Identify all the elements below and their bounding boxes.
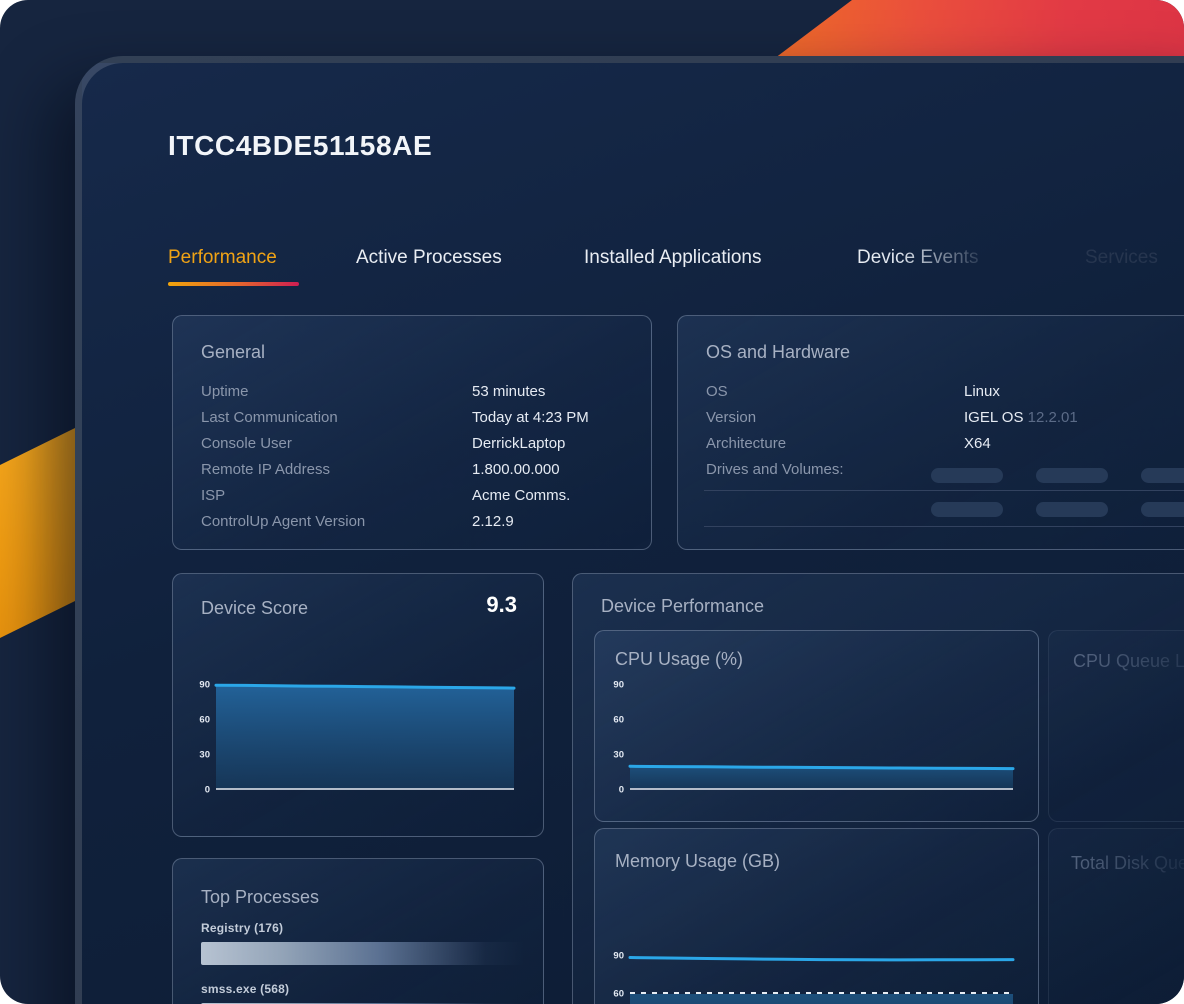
row-console-user: Console User DerrickLaptop <box>201 434 566 452</box>
svg-text:60: 60 <box>613 715 624 726</box>
device-score-value: 9.3 <box>486 592 517 617</box>
version-dim-suffix: 12.2.01 <box>1027 408 1078 426</box>
svg-text:90: 90 <box>199 680 210 691</box>
svg-text:30: 30 <box>199 750 210 761</box>
left-accent-shape <box>0 428 75 638</box>
os-hardware-card: OS and Hardware OS Linux Version IGEL OS… <box>677 315 1184 550</box>
general-rows: Uptime 53 minutes Last Communication Tod… <box>201 378 631 534</box>
tab-installed-applications[interactable]: Installed Applications <box>584 247 762 268</box>
svg-text:0: 0 <box>619 785 624 796</box>
process-label: smss.exe (568) <box>201 982 290 996</box>
cpu-queue-card: CPU Queue Length <box>1048 630 1184 822</box>
main-panel <box>75 56 1184 1004</box>
page-title: ITCC4BDE51158AE <box>168 130 433 161</box>
top-processes-card: Top Processes Registry (176) smss.exe (5… <box>172 858 544 1004</box>
svg-text:60: 60 <box>613 989 624 1000</box>
cpu-usage-title: CPU Usage (%) <box>615 649 744 669</box>
memory-usage-chart: 90 60 <box>613 951 1015 1004</box>
os-hardware-card-title: OS and Hardware <box>706 342 851 362</box>
row-last-communication: Last Communication Today at 4:23 PM <box>201 408 589 426</box>
row-uptime: Uptime 53 minutes <box>201 382 546 400</box>
svg-text:30: 30 <box>613 750 624 761</box>
memory-usage-card: Memory Usage (GB) <box>594 828 1039 1004</box>
process-bar <box>201 942 524 965</box>
tab-active-processes[interactable]: Active Processes <box>356 247 502 268</box>
drive-skeleton-pill <box>931 502 1003 517</box>
cpu-usage-chart: 90 60 30 0 <box>613 680 1015 796</box>
drive-skeleton-pill <box>1036 468 1108 483</box>
device-score-title: Device Score <box>201 598 309 618</box>
general-card-title: General <box>201 342 266 362</box>
row-isp: ISP Acme Comms. <box>201 486 571 504</box>
drive-row-divider <box>704 526 1184 527</box>
total-disk-title: Total Disk Queue <box>1071 853 1184 874</box>
general-card: General Uptime 53 minutes Last Communica… <box>172 315 652 550</box>
top-processes-title: Top Processes <box>201 887 320 907</box>
process-label: Registry (176) <box>201 921 284 935</box>
total-disk-card: Total Disk Queue <box>1048 828 1184 1004</box>
svg-text:60: 60 <box>199 715 210 726</box>
svg-text:0: 0 <box>205 785 210 796</box>
drive-skeleton-pill <box>1036 502 1108 517</box>
drive-skeleton-pill <box>931 468 1003 483</box>
drive-skeleton-pill <box>1141 502 1184 517</box>
os-hardware-rows: OS Linux Version IGEL OS 12.2.01 Archite… <box>706 378 1184 482</box>
row-version: Version IGEL OS 12.2.01 <box>706 408 1078 426</box>
row-os: OS Linux <box>706 382 1000 400</box>
tab-services[interactable]: Services <box>1085 247 1158 268</box>
cpu-queue-title: CPU Queue Length <box>1073 651 1184 672</box>
svg-text:90: 90 <box>613 680 624 691</box>
row-drives-volumes: Drives and Volumes: <box>706 460 844 478</box>
row-agent-version: ControlUp Agent Version 2.12.9 <box>201 512 514 530</box>
device-score-chart: 90 60 30 0 <box>199 680 516 796</box>
svg-text:90: 90 <box>613 951 624 962</box>
row-architecture: Architecture X64 <box>706 434 991 452</box>
active-tab-underline <box>168 282 299 286</box>
tab-device-events[interactable]: Device Events <box>857 247 979 268</box>
row-remote-ip: Remote IP Address 1.800.00.000 <box>201 460 560 478</box>
device-performance-title: Device Performance <box>601 596 765 616</box>
drive-row-divider <box>704 490 1184 491</box>
drive-skeleton-pill <box>1141 468 1184 483</box>
memory-usage-title: Memory Usage (GB) <box>615 851 781 871</box>
tab-performance[interactable]: Performance <box>168 247 277 268</box>
